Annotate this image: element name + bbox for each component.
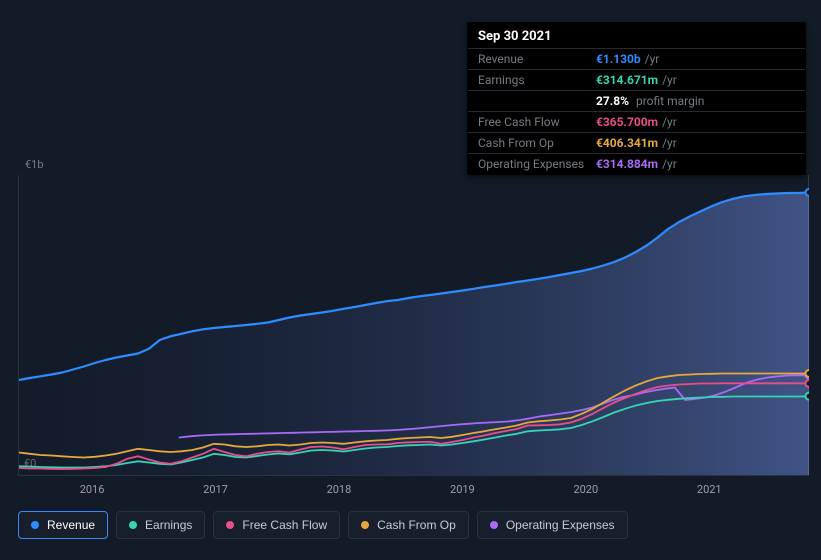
tooltip-value: €314.884m (596, 157, 658, 171)
tooltip-label: Cash From Op (478, 136, 596, 150)
tooltip-value-wrap: €314.884m/yr (596, 157, 677, 171)
tooltip-value: €406.341m (596, 136, 658, 150)
legend-color-dot (490, 521, 498, 529)
legend-label: Earnings (145, 518, 192, 532)
tooltip-value-wrap: €314.671m/yr (596, 73, 677, 87)
legend-color-dot (361, 521, 369, 529)
series-end-marker (806, 380, 810, 387)
x-axis-tick-label: 2020 (573, 483, 598, 496)
tooltip-row: Earnings€314.671m/yr (468, 70, 805, 91)
legend-color-dot (226, 521, 234, 529)
tooltip-unit: /yr (662, 115, 677, 129)
tooltip-value: €314.671m (596, 73, 658, 87)
legend-item[interactable]: Free Cash Flow (213, 511, 340, 539)
tooltip-row: Free Cash Flow€365.700m/yr (468, 112, 805, 133)
tooltip-unit: /yr (645, 52, 660, 66)
tooltip-unit: /yr (662, 136, 677, 150)
tooltip-row: Operating Expenses€314.884m/yr (468, 154, 805, 174)
x-axis-tick-label: 2019 (450, 483, 475, 496)
legend-label: Revenue (47, 518, 95, 532)
x-axis-tick-label: 2018 (327, 483, 352, 496)
tooltip-subvalue: 27.8% (596, 94, 629, 108)
x-axis-tick-label: 2017 (203, 483, 228, 496)
tooltip-value: €1.130b (596, 52, 641, 66)
legend-color-dot (31, 521, 39, 529)
series-end-marker (806, 189, 810, 196)
chart-plot-area[interactable] (18, 175, 809, 476)
tooltip-label: Earnings (478, 73, 596, 87)
legend-item[interactable]: Earnings (116, 511, 205, 539)
revenue-area (19, 193, 809, 476)
legend-item[interactable]: Revenue (18, 511, 108, 539)
x-axis-tick-label: 2021 (697, 483, 722, 496)
chart-legend: Revenue Earnings Free Cash Flow Cash From O… (18, 511, 628, 539)
tooltip-value-wrap: €1.130b/yr (596, 52, 659, 66)
tooltip-row: 27.8% profit margin (468, 91, 805, 112)
series-end-marker (806, 393, 810, 400)
tooltip-value-wrap: €406.341m/yr (596, 136, 677, 150)
tooltip-row: Cash From Op€406.341m/yr (468, 133, 805, 154)
tooltip-label: Free Cash Flow (478, 115, 596, 129)
legend-item[interactable]: Operating Expenses (477, 511, 628, 539)
tooltip-unit: /yr (662, 157, 677, 171)
tooltip-value: €365.700m (596, 115, 658, 129)
tooltip-label: Revenue (478, 52, 596, 66)
chart-tooltip: Sep 30 2021 Revenue€1.130b/yrEarnings€31… (467, 22, 806, 175)
legend-label: Operating Expenses (506, 518, 615, 532)
tooltip-value-wrap: €365.700m/yr (596, 115, 677, 129)
chart-stage: Sep 30 2021 Revenue€1.130b/yrEarnings€31… (0, 0, 821, 560)
tooltip-row: Revenue€1.130b/yr (468, 49, 805, 70)
legend-label: Cash From Op (377, 518, 456, 532)
legend-label: Free Cash Flow (242, 518, 327, 532)
tooltip-sublabel: profit margin (633, 94, 704, 108)
x-axis-tick-label: 2016 (80, 483, 105, 496)
series-end-marker (806, 370, 810, 377)
tooltip-date: Sep 30 2021 (468, 23, 805, 49)
tooltip-unit: /yr (662, 73, 677, 87)
legend-item[interactable]: Cash From Op (348, 511, 469, 539)
legend-color-dot (129, 521, 137, 529)
tooltip-label: Operating Expenses (478, 157, 596, 171)
y-axis-max-label: €1b (25, 158, 44, 171)
